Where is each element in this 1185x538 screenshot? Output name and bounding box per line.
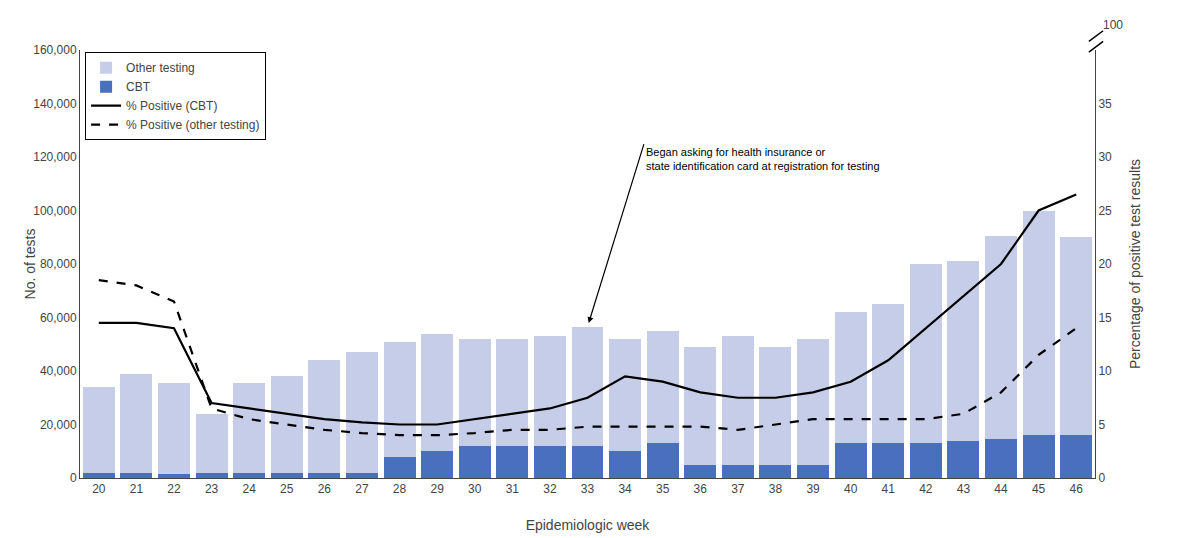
svg-text:20: 20 bbox=[1098, 257, 1112, 271]
svg-text:30: 30 bbox=[1098, 150, 1112, 164]
svg-text:21: 21 bbox=[130, 482, 144, 496]
svg-text:20,000: 20,000 bbox=[40, 418, 77, 432]
svg-text:0: 0 bbox=[70, 471, 77, 485]
svg-text:35: 35 bbox=[656, 482, 670, 496]
svg-text:31: 31 bbox=[506, 482, 520, 496]
svg-text:36: 36 bbox=[694, 482, 708, 496]
svg-text:5: 5 bbox=[1098, 418, 1105, 432]
svg-text:0: 0 bbox=[1098, 471, 1105, 485]
svg-text:25: 25 bbox=[1098, 204, 1112, 218]
svg-text:10: 10 bbox=[1098, 364, 1112, 378]
svg-text:38: 38 bbox=[769, 482, 783, 496]
svg-text:CBT: CBT bbox=[126, 80, 151, 94]
svg-text:23: 23 bbox=[205, 482, 219, 496]
svg-text:30: 30 bbox=[468, 482, 482, 496]
svg-text:45: 45 bbox=[1032, 482, 1046, 496]
svg-text:Other testing: Other testing bbox=[126, 61, 195, 75]
svg-text:43: 43 bbox=[957, 482, 971, 496]
svg-text:33: 33 bbox=[581, 482, 595, 496]
svg-text:140,000: 140,000 bbox=[33, 97, 77, 111]
svg-text:120,000: 120,000 bbox=[33, 150, 77, 164]
svg-text:100: 100 bbox=[1103, 18, 1123, 32]
svg-text:37: 37 bbox=[731, 482, 745, 496]
svg-text:22: 22 bbox=[167, 482, 181, 496]
svg-text:46: 46 bbox=[1070, 482, 1084, 496]
svg-text:41: 41 bbox=[882, 482, 896, 496]
svg-text:25: 25 bbox=[280, 482, 294, 496]
svg-text:32: 32 bbox=[543, 482, 557, 496]
svg-text:Began asking for health insura: Began asking for health insurance orstat… bbox=[646, 146, 880, 172]
svg-text:44: 44 bbox=[994, 482, 1008, 496]
svg-text:40,000: 40,000 bbox=[40, 364, 77, 378]
svg-text:29: 29 bbox=[430, 482, 444, 496]
svg-text:No. of tests: No. of tests bbox=[22, 229, 38, 300]
svg-text:160,000: 160,000 bbox=[33, 43, 77, 57]
svg-text:60,000: 60,000 bbox=[40, 311, 77, 325]
svg-text:80,000: 80,000 bbox=[40, 257, 77, 271]
svg-text:28: 28 bbox=[393, 482, 407, 496]
svg-text:39: 39 bbox=[806, 482, 820, 496]
svg-text:15: 15 bbox=[1098, 311, 1112, 325]
svg-text:42: 42 bbox=[919, 482, 933, 496]
svg-text:26: 26 bbox=[318, 482, 332, 496]
svg-text:20: 20 bbox=[92, 482, 106, 496]
svg-text:100,000: 100,000 bbox=[33, 204, 77, 218]
svg-text:40: 40 bbox=[844, 482, 858, 496]
svg-text:35: 35 bbox=[1098, 97, 1112, 111]
svg-text:27: 27 bbox=[355, 482, 369, 496]
svg-text:24: 24 bbox=[242, 482, 256, 496]
svg-text:Epidemiologic week: Epidemiologic week bbox=[526, 517, 651, 533]
svg-text:% Positive (other testing): % Positive (other testing) bbox=[126, 118, 259, 132]
svg-text:% Positive (CBT): % Positive (CBT) bbox=[126, 99, 217, 113]
svg-text:Percentage of positive test re: Percentage of positive test results bbox=[1127, 159, 1143, 369]
svg-text:34: 34 bbox=[618, 482, 632, 496]
